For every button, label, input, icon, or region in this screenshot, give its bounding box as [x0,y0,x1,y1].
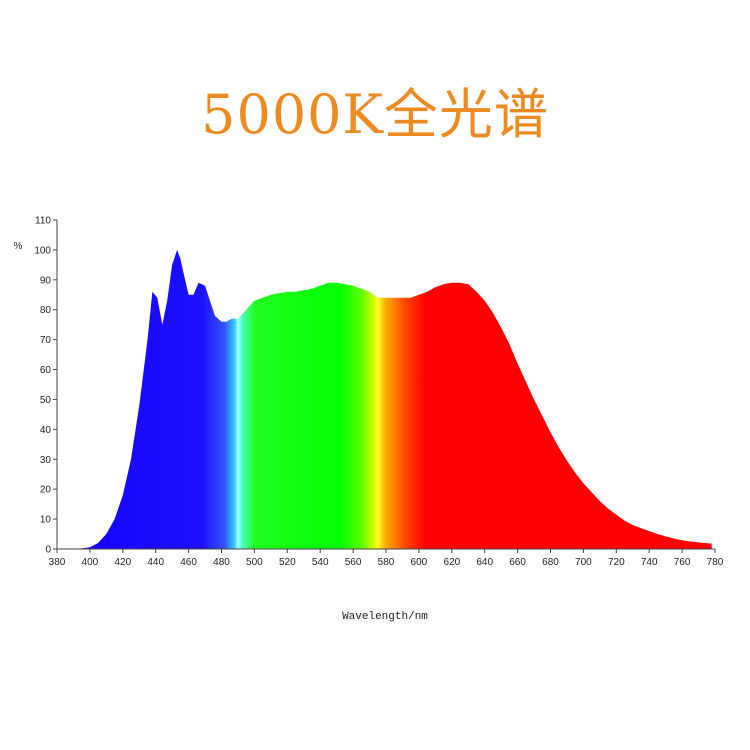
x-tick-label: 520 [279,557,296,568]
y-tick-label: 100 [34,245,51,256]
x-tick-label: 760 [674,557,691,568]
x-tick-label: 740 [641,557,658,568]
y-tick-label: 80 [40,305,52,316]
y-axis-unit: % [14,241,23,252]
y-tick-label: 50 [40,395,52,406]
x-tick-label: 640 [476,557,493,568]
x-tick-label: 580 [378,557,395,568]
x-tick-label: 660 [509,557,526,568]
x-tick-label: 780 [707,557,724,568]
x-tick-label: 720 [608,557,625,568]
x-tick-label: 620 [443,557,460,568]
y-tick-label: 60 [40,365,52,376]
y-tick-label: 90 [40,275,52,286]
x-tick-label: 560 [345,557,362,568]
x-tick-label: 460 [180,557,197,568]
plot-layer: 0 10 20 30 40 50 60 70 80 90 100 110 380 400 420 440 460… [34,216,723,569]
x-tick-label: 700 [575,557,592,568]
x-tick-label: 380 [49,557,66,568]
x-tick-label: 440 [147,557,164,568]
y-tick-label: 70 [40,335,52,346]
y-tick-label: 0 [45,545,51,556]
x-tick-label: 420 [114,557,131,568]
x-tick-label: 540 [312,557,329,568]
y-tick-label: 30 [40,455,52,466]
y-tick-label: 20 [40,485,52,496]
spectrum-area [57,249,712,549]
x-tick-label: 600 [411,557,428,568]
x-tick-label: 500 [246,557,263,568]
chart-title: 5000K全光谱 [201,83,549,146]
y-tick-label: 40 [40,425,52,436]
x-axis-title: Wavelength/nm [342,611,428,623]
x-tick-label: 680 [542,557,559,568]
y-tick-label: 110 [35,216,51,227]
x-tick-label: 480 [213,557,230,568]
y-tick-label: 10 [40,515,52,526]
x-tick-label: 400 [82,557,99,568]
